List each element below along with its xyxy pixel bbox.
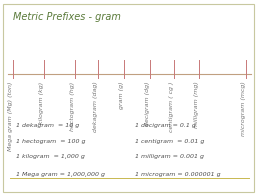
Text: dekagram (dag): dekagram (dag)	[93, 81, 98, 132]
Text: microgram (mcg): microgram (mcg)	[241, 81, 246, 136]
Text: decigram (dg): decigram (dg)	[145, 81, 150, 126]
Text: kilogram (kg): kilogram (kg)	[39, 81, 44, 124]
Text: 1 centigram  = 0.01 g: 1 centigram = 0.01 g	[135, 139, 204, 144]
Text: Mega gram (Mg) (ton): Mega gram (Mg) (ton)	[8, 81, 13, 151]
Text: gram (g): gram (g)	[119, 81, 124, 109]
Text: Metric Prefixes - gram: Metric Prefixes - gram	[13, 12, 121, 22]
Text: 1 microgram = 0.000001 g: 1 microgram = 0.000001 g	[135, 171, 220, 177]
Text: 1 milligram = 0.001 g: 1 milligram = 0.001 g	[135, 154, 204, 159]
Text: 1 Mega gram = 1,000,000 g: 1 Mega gram = 1,000,000 g	[16, 171, 105, 177]
Text: hectogram (hg): hectogram (hg)	[70, 81, 75, 131]
Text: 1 decigram = 0.1 g: 1 decigram = 0.1 g	[135, 123, 196, 128]
Text: 1 dekagram  = 10 g: 1 dekagram = 10 g	[16, 123, 79, 128]
Text: milligram (mg): milligram (mg)	[195, 81, 199, 128]
Text: centigram ( cg ): centigram ( cg )	[169, 81, 174, 132]
Text: 1 hectogram  = 100 g: 1 hectogram = 100 g	[16, 139, 85, 144]
Text: 1 kilogram  = 1,000 g: 1 kilogram = 1,000 g	[16, 154, 84, 159]
